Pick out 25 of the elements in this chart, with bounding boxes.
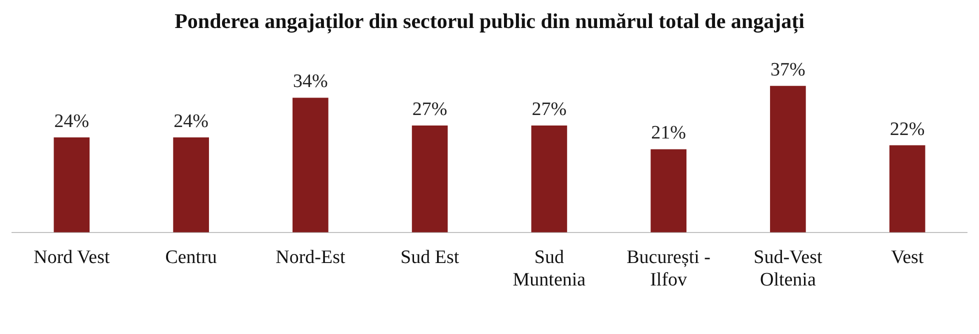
x-tick-label: Nord Vest — [34, 246, 110, 268]
x-tick-label: Sud Est — [400, 246, 460, 268]
data-label: 34% — [293, 71, 328, 92]
data-label: 21% — [651, 122, 686, 144]
x-tick-label: București - Ilfov — [626, 246, 711, 291]
bar — [54, 137, 90, 232]
x-tick-label: Vest — [890, 246, 924, 268]
bar — [531, 125, 568, 232]
data-label: 37% — [770, 59, 806, 80]
x-tick-label: Nord-Est — [276, 246, 346, 268]
chart-title: Ponderea angajaților din sectorul public din numărul total de angajați — [174, 8, 806, 34]
bar — [412, 125, 448, 232]
bar — [292, 98, 328, 232]
data-label: 22% — [890, 118, 925, 140]
x-tick-label: Centru — [165, 246, 218, 268]
bar — [173, 137, 209, 232]
bar — [889, 145, 926, 232]
data-label: 27% — [412, 98, 448, 120]
data-label: 27% — [532, 98, 567, 120]
data-label: 24% — [54, 110, 90, 132]
bar — [770, 86, 806, 232]
x-tick-label: Sud-Vest Oltenia — [754, 246, 823, 291]
data-label: 24% — [174, 110, 209, 132]
x-tick-label: Sud Muntenia — [512, 246, 586, 291]
bar — [650, 149, 686, 232]
